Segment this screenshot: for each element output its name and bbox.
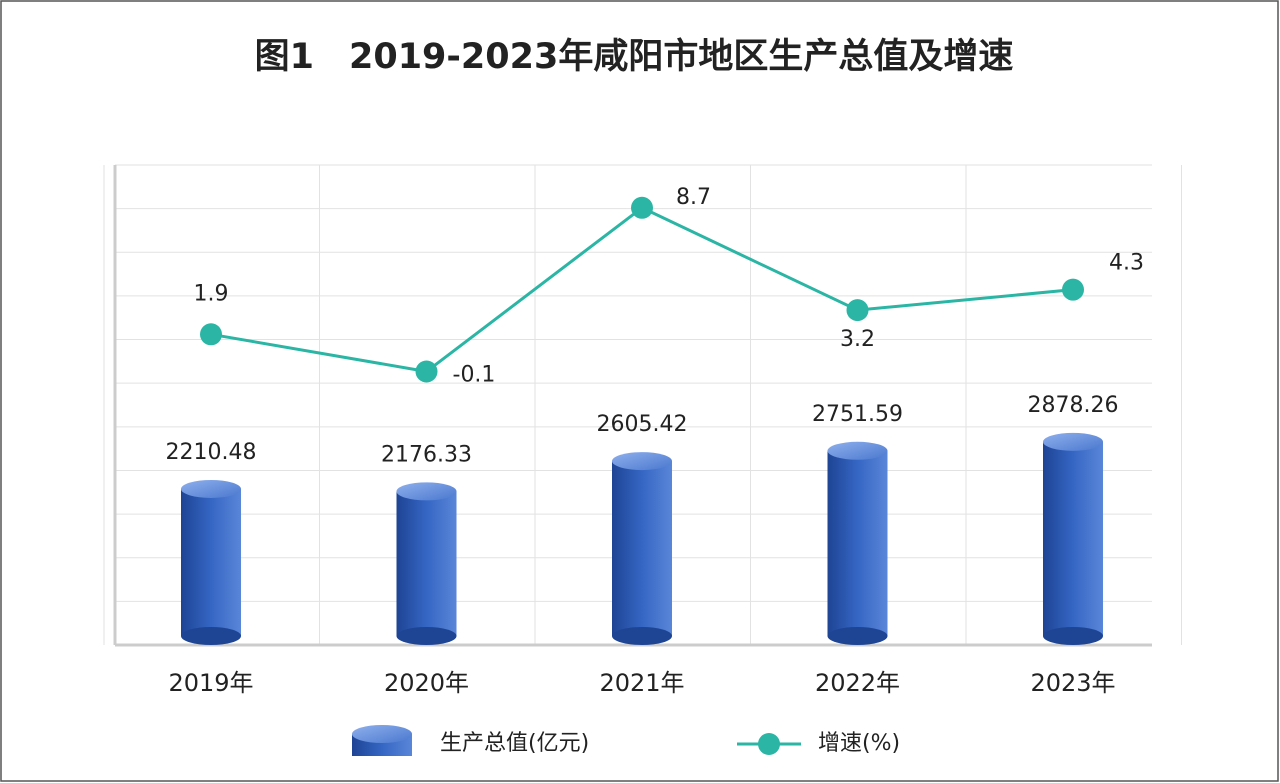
legend-swatch-dot [758, 733, 780, 755]
bar-cap [1043, 432, 1103, 451]
x-tick-label: 2022年 [815, 669, 900, 697]
bar [612, 461, 672, 636]
bar [181, 488, 241, 636]
data-label: 4.3 [1109, 251, 1144, 276]
bar-cap [181, 479, 241, 498]
data-label: 1.9 [194, 281, 229, 306]
point [846, 299, 869, 322]
bar-cap [612, 452, 672, 471]
data-label: 2210.48 [166, 440, 257, 465]
legend-label: 生产总值(亿元) [440, 731, 589, 756]
point [415, 360, 438, 383]
data-label: 2605.42 [597, 412, 688, 437]
point [1062, 278, 1084, 301]
bar-base [612, 627, 672, 645]
data-label: 2878.26 [1028, 393, 1119, 418]
bar-base [827, 627, 888, 645]
data-label: -0.1 [453, 363, 496, 388]
bar [1043, 441, 1103, 636]
data-label: 8.7 [676, 185, 711, 210]
bar [827, 450, 888, 636]
bar [396, 491, 457, 636]
chart-title: 图1 2019-2023年咸阳市地区生产总值及增速 [255, 37, 1014, 77]
x-tick-label: 2020年 [384, 669, 469, 697]
bar-base [181, 627, 241, 645]
data-label: 2751.59 [812, 402, 903, 427]
bar-base [396, 627, 457, 645]
x-tick-label: 2023年 [1030, 669, 1115, 697]
data-label: 2176.33 [381, 442, 472, 467]
data-label: 3.2 [840, 327, 875, 352]
bar-base [1043, 627, 1103, 645]
point [631, 196, 653, 219]
x-tick-label: 2019年 [168, 669, 253, 697]
x-tick-label: 2021年 [599, 669, 684, 697]
legend-label: 增速(%) [818, 731, 900, 756]
point [200, 323, 222, 346]
legend-swatch-cap [352, 725, 412, 743]
bar-cap [396, 482, 457, 501]
bar-cap [827, 441, 888, 460]
